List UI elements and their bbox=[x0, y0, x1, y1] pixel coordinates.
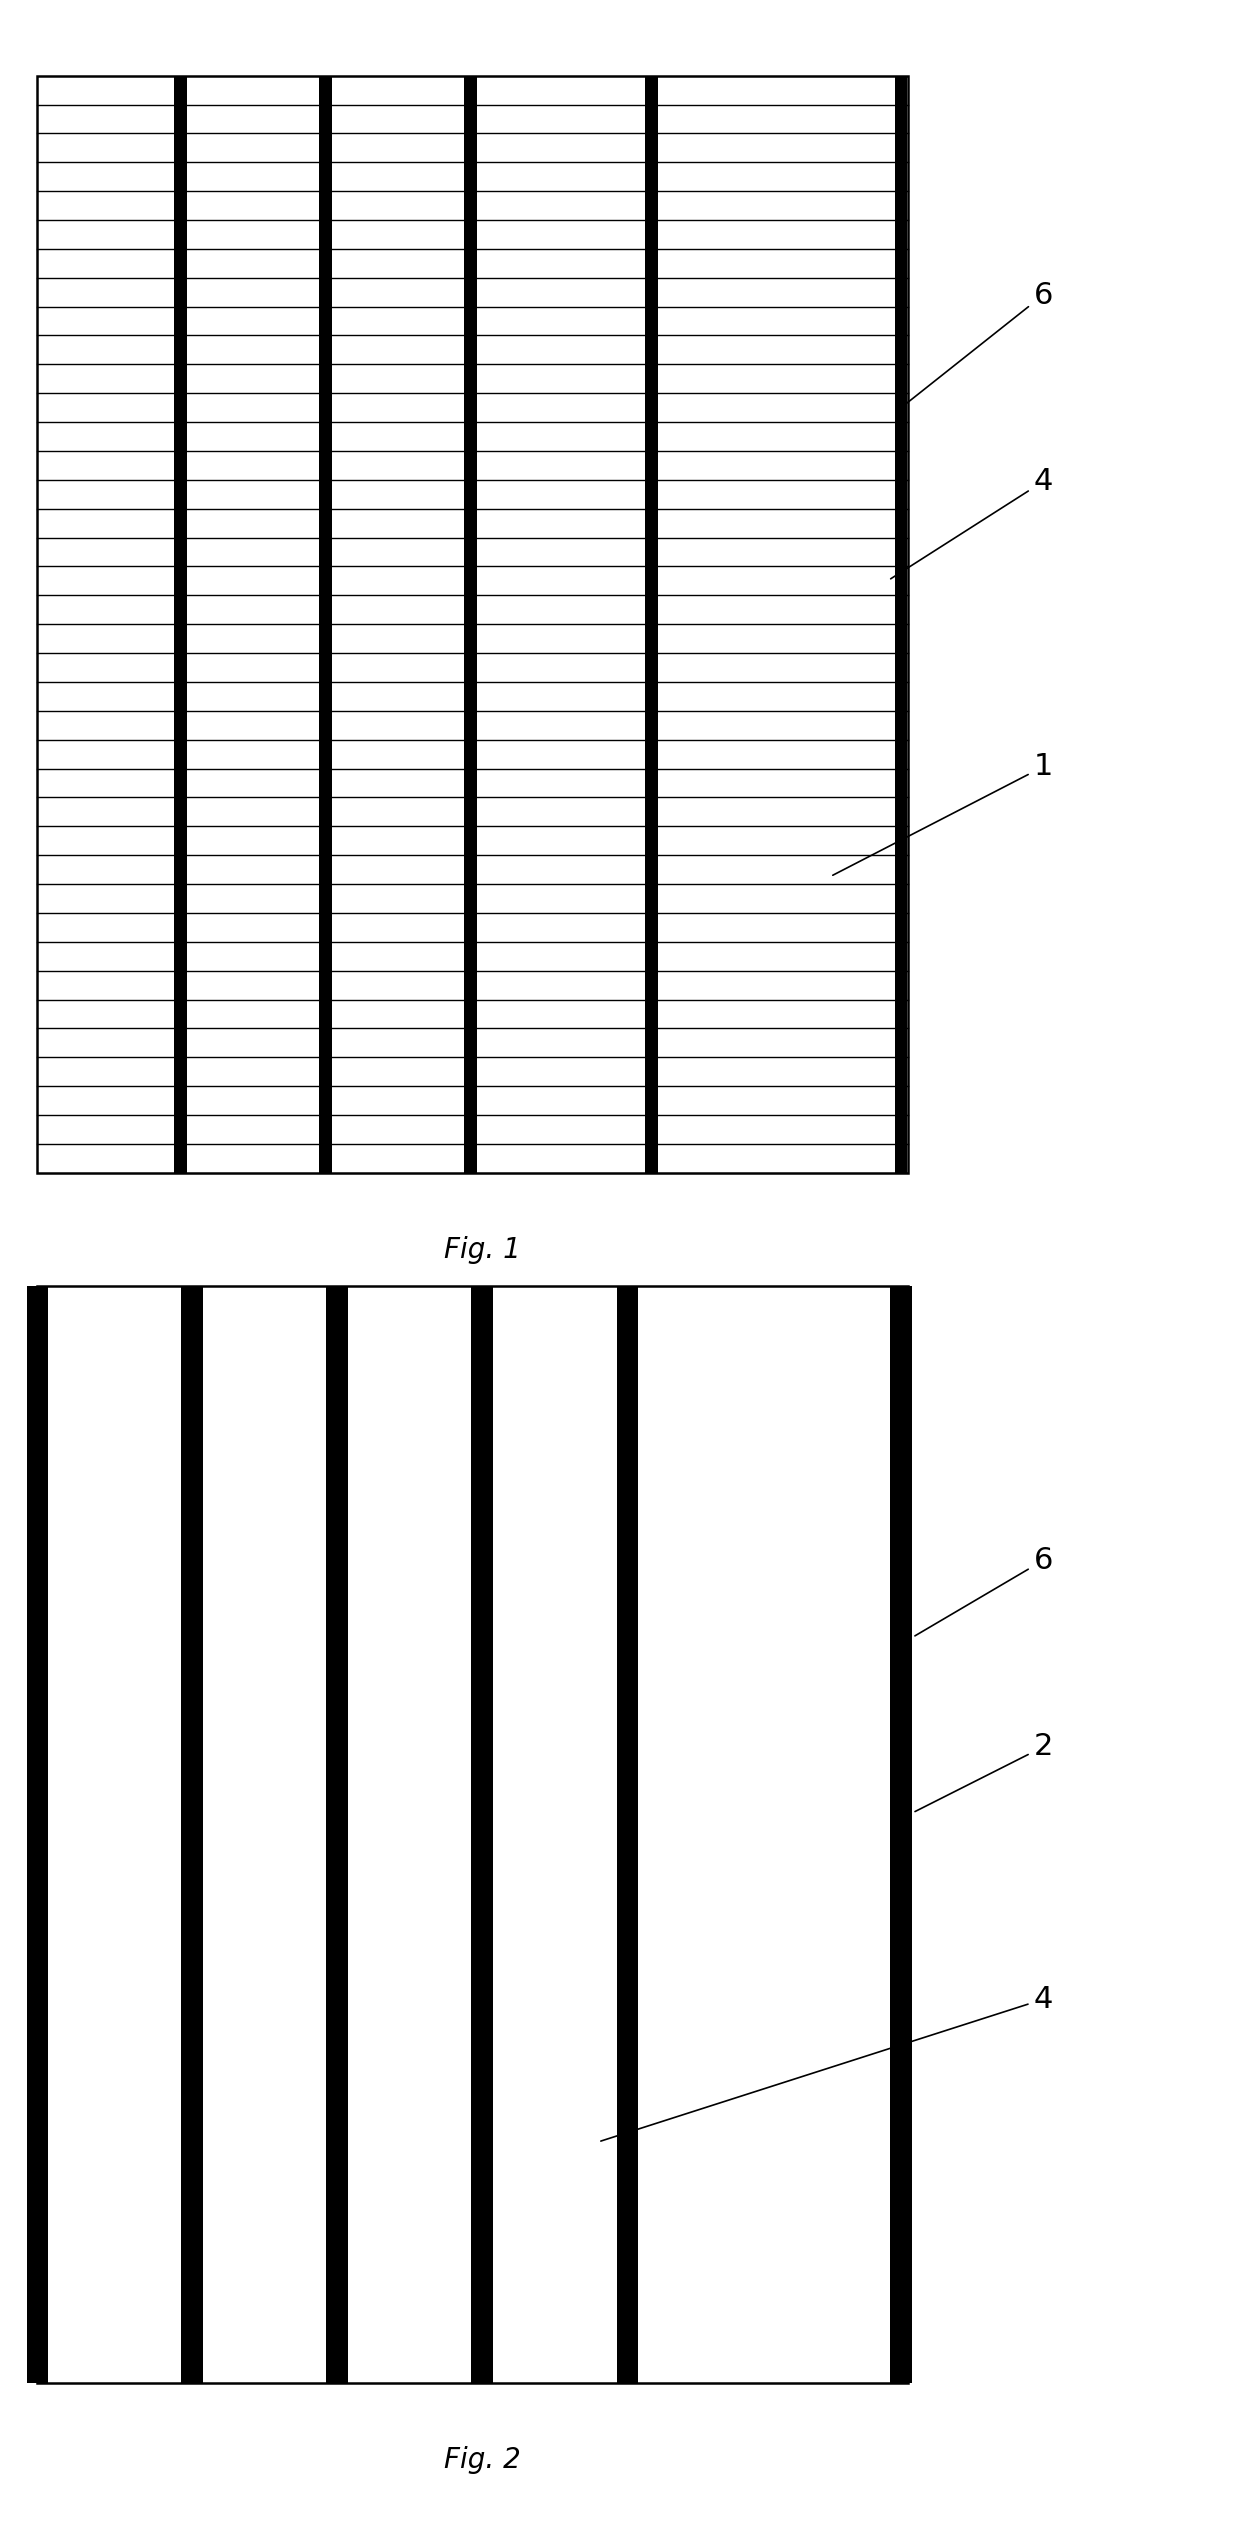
Bar bbox=[645, 76, 657, 1173]
Bar bbox=[464, 76, 477, 1173]
Text: 1: 1 bbox=[833, 752, 1053, 875]
Bar bbox=[890, 1286, 911, 2383]
Text: Fig. 1: Fig. 1 bbox=[444, 1236, 521, 1264]
Bar bbox=[616, 1286, 637, 2383]
Bar bbox=[894, 76, 908, 1173]
Text: 2: 2 bbox=[915, 1733, 1053, 1811]
Text: 6: 6 bbox=[906, 280, 1053, 404]
Bar bbox=[471, 1286, 492, 2383]
Text: 4: 4 bbox=[890, 467, 1053, 580]
Bar bbox=[174, 76, 187, 1173]
Text: 4: 4 bbox=[601, 1985, 1053, 2141]
Text: 6: 6 bbox=[915, 1546, 1053, 1637]
Bar bbox=[181, 1286, 202, 2383]
Bar bbox=[326, 1286, 347, 2383]
Text: Fig. 2: Fig. 2 bbox=[444, 2446, 521, 2474]
Bar bbox=[319, 76, 332, 1173]
Bar bbox=[26, 1286, 48, 2383]
